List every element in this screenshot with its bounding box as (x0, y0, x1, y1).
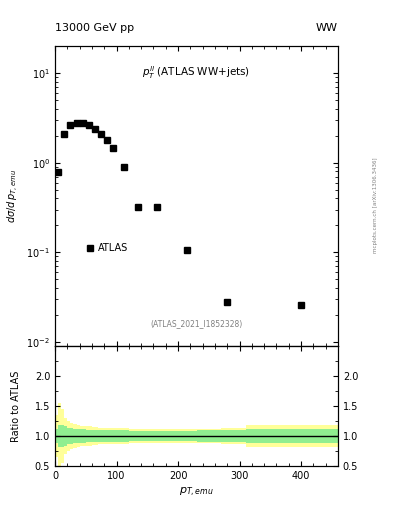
Text: WW: WW (316, 23, 338, 33)
ATLAS (68, 122, 73, 129)
Y-axis label: Ratio to ATLAS: Ratio to ATLAS (11, 370, 21, 442)
Text: mcplots.cern.ch [arXiv:1306.3436]: mcplots.cern.ch [arXiv:1306.3436] (373, 157, 378, 252)
ATLAS (93, 125, 97, 132)
ATLAS (299, 302, 303, 308)
Y-axis label: $d\sigma/d\, p_{T,emu}$: $d\sigma/d\, p_{T,emu}$ (6, 169, 21, 223)
ATLAS (185, 247, 190, 253)
ATLAS (80, 120, 85, 126)
ATLAS (105, 137, 110, 143)
ATLAS (74, 119, 79, 125)
ATLAS (111, 145, 116, 151)
Legend: ATLAS: ATLAS (83, 239, 132, 257)
ATLAS (121, 164, 126, 170)
ATLAS (154, 204, 159, 210)
ATLAS (62, 131, 66, 137)
X-axis label: $p_{T,emu}$: $p_{T,emu}$ (179, 486, 214, 499)
ATLAS (225, 298, 230, 305)
ATLAS (56, 169, 61, 176)
Line: ATLAS: ATLAS (55, 120, 304, 308)
Text: $p_T^{ll}$ (ATLAS WW+jets): $p_T^{ll}$ (ATLAS WW+jets) (143, 64, 250, 81)
ATLAS (86, 122, 91, 129)
Text: 13000 GeV pp: 13000 GeV pp (55, 23, 134, 33)
ATLAS (136, 204, 140, 210)
Text: (ATLAS_2021_I1852328): (ATLAS_2021_I1852328) (151, 319, 242, 328)
ATLAS (99, 131, 103, 137)
